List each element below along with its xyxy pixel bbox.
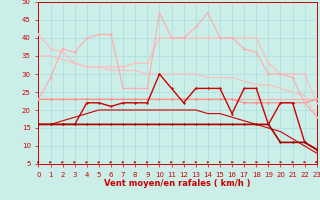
X-axis label: Vent moyen/en rafales ( km/h ): Vent moyen/en rafales ( km/h ) bbox=[104, 179, 251, 188]
